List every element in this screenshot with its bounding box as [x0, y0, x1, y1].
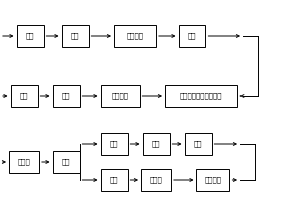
Text: 滤液: 滤液 [110, 177, 118, 183]
FancyBboxPatch shape [142, 133, 170, 155]
Text: 液盐酸: 液盐酸 [18, 159, 30, 165]
FancyBboxPatch shape [184, 133, 212, 155]
Text: 过滤: 过滤 [110, 141, 118, 147]
Text: 洗涤: 洗涤 [152, 141, 160, 147]
FancyBboxPatch shape [16, 25, 44, 47]
Text: 七水硫铈: 七水硫铈 [205, 177, 221, 183]
FancyBboxPatch shape [100, 133, 127, 155]
Text: 分步结晶: 分步结晶 [112, 93, 128, 99]
Text: 钠、铁、钙磷酸盐晶体: 钠、铁、钙磷酸盐晶体 [180, 93, 222, 99]
FancyBboxPatch shape [100, 169, 127, 191]
FancyBboxPatch shape [61, 25, 88, 47]
FancyBboxPatch shape [11, 85, 38, 107]
FancyBboxPatch shape [114, 25, 156, 47]
FancyBboxPatch shape [178, 25, 206, 47]
Text: 研磨: 研磨 [26, 33, 34, 39]
FancyBboxPatch shape [141, 169, 171, 191]
FancyBboxPatch shape [196, 169, 230, 191]
Text: 冷凝: 冷凝 [62, 93, 70, 99]
FancyBboxPatch shape [52, 151, 80, 173]
Text: 蒸缩: 蒸缩 [20, 93, 28, 99]
Text: 过筛: 过筛 [71, 33, 79, 39]
Text: 重结晶: 重结晶 [150, 177, 162, 183]
FancyBboxPatch shape [52, 85, 80, 107]
Text: 烘干: 烘干 [194, 141, 202, 147]
Text: 过滤: 过滤 [62, 159, 70, 165]
FancyBboxPatch shape [100, 85, 140, 107]
FancyBboxPatch shape [9, 151, 39, 173]
Text: 过滤: 过滤 [188, 33, 196, 39]
FancyBboxPatch shape [165, 85, 237, 107]
Text: 硝酸除杂: 硝酸除杂 [127, 33, 143, 39]
